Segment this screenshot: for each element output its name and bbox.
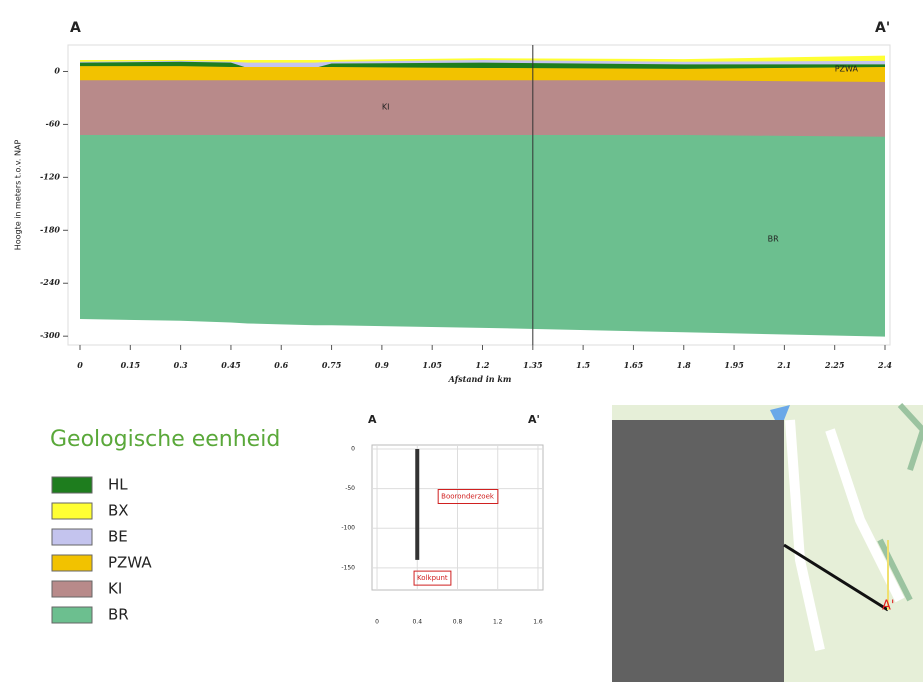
- x-tick-label: 2.4: [877, 360, 892, 370]
- y-tick-label: 0: [54, 65, 60, 75]
- legend-label: KI: [108, 580, 122, 598]
- y-tick-label: -100: [341, 525, 355, 532]
- y-tick-label: -180: [40, 224, 60, 234]
- x-tick-label: 1.65: [624, 360, 644, 370]
- x-tick-label: 1.2: [476, 360, 490, 370]
- y-tick-label: -300: [40, 330, 60, 340]
- section-end: A: [368, 413, 377, 426]
- x-tick-label: 1.6: [533, 619, 543, 626]
- legend-label: HL: [108, 476, 128, 494]
- x-tick-label: 0: [77, 360, 83, 370]
- y-tick-label: -240: [40, 277, 60, 287]
- x-tick-label: 0.75: [322, 360, 342, 370]
- annotation-box: [413, 570, 452, 586]
- section-end: A': [875, 20, 890, 36]
- x-tick-label: 0.4: [412, 619, 422, 626]
- x-tick-label: 0.9: [375, 360, 389, 370]
- legend-label: BE: [108, 528, 128, 546]
- legend-swatch: [51, 580, 93, 598]
- legend-label: BX: [108, 502, 129, 520]
- x-tick-label: 0.3: [174, 360, 188, 370]
- annotation: Kolkpunt: [417, 574, 448, 582]
- y-tick-label: -60: [46, 118, 61, 128]
- map-forest: [877, 402, 923, 602]
- legend-swatch: [51, 528, 93, 546]
- x-tick-label: 2.1: [776, 360, 791, 370]
- charts: 0 -60 -120 -180 -240 -300 0 0.15 0.3 0.45 0.6 0.75 0…: [14, 20, 893, 626]
- x-tick-label: 1.2: [493, 619, 503, 626]
- legend-swatch: [51, 554, 93, 572]
- x-axis-label: Afstand in km: [448, 374, 512, 384]
- x-tick-label: 0.45: [221, 360, 241, 370]
- layer-label: PZWA: [835, 64, 859, 73]
- layer-label: KI: [382, 102, 390, 111]
- y-tick-label: -120: [40, 171, 60, 181]
- map: A': [612, 402, 923, 682]
- x-tick-label: 1.5: [576, 360, 590, 370]
- x-tick-label: 1.05: [422, 360, 442, 370]
- y-tick-label: -50: [345, 485, 355, 492]
- section-line: [783, 543, 889, 612]
- plot-frame: [67, 44, 891, 346]
- x-tick-label: 1.95: [724, 360, 744, 370]
- section-end: A': [528, 413, 540, 426]
- section-end: A: [70, 20, 81, 36]
- legend-swatch: [51, 502, 93, 520]
- map-water: [770, 405, 790, 430]
- map-marker: A': [882, 599, 894, 614]
- x-tick-label: 0.15: [121, 360, 141, 370]
- y-axis-label: Hoogte in meters t.o.v. NAP: [14, 140, 23, 251]
- y-tick-label: -150: [341, 564, 355, 571]
- layer-base: [79, 318, 886, 337]
- legend-label: PZWA: [108, 554, 152, 572]
- y-tick-label: 0: [351, 445, 355, 452]
- map-road: [785, 419, 905, 652]
- x-tick-label: 1.8: [677, 360, 691, 370]
- legend-label: BR: [108, 606, 129, 624]
- annotation-box: [437, 489, 499, 505]
- x-tick-label: 0.6: [274, 360, 288, 370]
- x-tick-label: 0.8: [453, 619, 463, 626]
- x-tick-label: 1.35: [523, 360, 543, 370]
- annotation: Booronderzoek: [441, 493, 495, 501]
- layer-area: [80, 135, 885, 337]
- legend-swatch: [51, 476, 93, 494]
- map-overlay: [612, 420, 784, 682]
- x-tick-label: 2.25: [824, 360, 845, 370]
- legend-title: Geologische eenheid: [50, 427, 280, 452]
- layer-label: BR: [768, 235, 779, 244]
- x-tick-label: 0: [375, 619, 379, 626]
- legend-swatch: [51, 606, 93, 624]
